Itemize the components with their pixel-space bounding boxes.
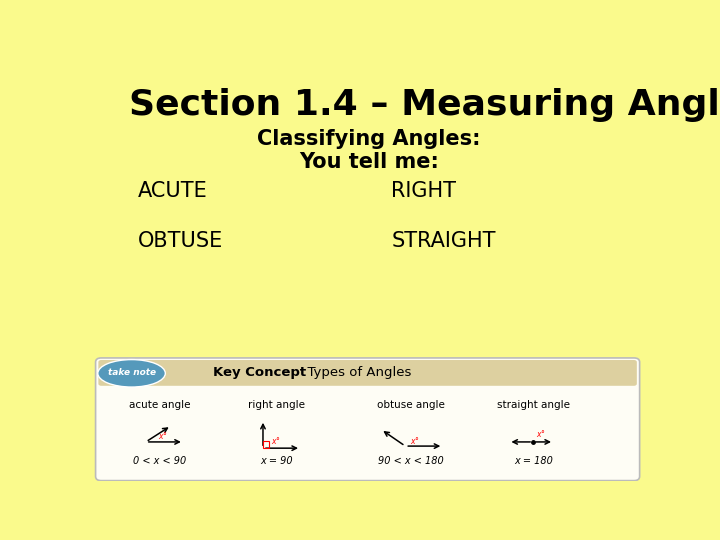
FancyBboxPatch shape xyxy=(96,358,639,481)
Text: obtuse angle: obtuse angle xyxy=(377,400,445,410)
Text: You tell me:: You tell me: xyxy=(299,152,439,172)
Text: STRAIGHT: STRAIGHT xyxy=(392,231,496,251)
FancyBboxPatch shape xyxy=(99,360,637,386)
Text: acute angle: acute angle xyxy=(129,400,191,410)
Ellipse shape xyxy=(98,360,166,387)
Text: RIGHT: RIGHT xyxy=(392,181,456,201)
Text: take note: take note xyxy=(107,368,156,377)
Text: OBTUSE: OBTUSE xyxy=(138,231,222,251)
Text: Types of Angles: Types of Angles xyxy=(300,367,412,380)
Text: $x°$: $x°$ xyxy=(271,435,282,447)
Text: $x°$: $x°$ xyxy=(536,428,546,439)
Text: 90 < x < 180: 90 < x < 180 xyxy=(378,456,444,466)
Text: straight angle: straight angle xyxy=(497,400,570,410)
Text: $x°$: $x°$ xyxy=(158,430,168,441)
Bar xyxy=(263,441,269,448)
Text: Classifying Angles:: Classifying Angles: xyxy=(257,129,481,149)
Text: Section 1.4 – Measuring Angles: Section 1.4 – Measuring Angles xyxy=(129,87,720,122)
Text: 0 < x < 90: 0 < x < 90 xyxy=(133,456,186,466)
Text: right angle: right angle xyxy=(248,400,305,410)
Text: x = 90: x = 90 xyxy=(261,456,293,466)
Text: $x°$: $x°$ xyxy=(410,435,420,446)
Text: ACUTE: ACUTE xyxy=(138,181,207,201)
Text: Key Concept: Key Concept xyxy=(213,367,306,380)
Text: x = 180: x = 180 xyxy=(514,456,553,466)
